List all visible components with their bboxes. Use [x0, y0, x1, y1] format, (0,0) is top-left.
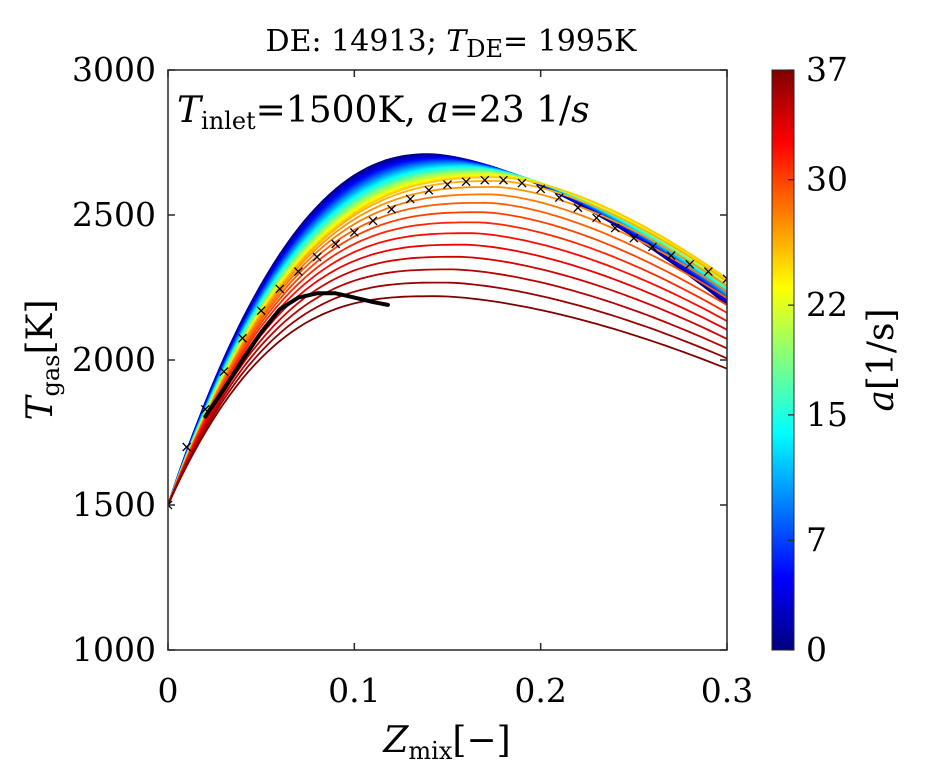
colorbar-tick-label: 37: [806, 50, 848, 89]
x-axis-label: Zmix[−]: [382, 720, 510, 765]
flamelet-curve: [168, 211, 727, 506]
data-point-marker: [387, 204, 397, 214]
flamelet-curve: [168, 268, 727, 506]
data-point-marker: [293, 267, 303, 277]
data-point-marker: [536, 184, 546, 194]
colorbar-label: a[1/s]: [861, 308, 902, 411]
flamelet-curve: [168, 295, 727, 506]
data-point-marker: [480, 175, 490, 185]
data-point-marker: [312, 252, 322, 262]
data-point-marker: [461, 177, 471, 187]
x-tick-label: 0.3: [701, 671, 753, 710]
flamelet-curve: [168, 186, 727, 506]
data-point-marker: [498, 175, 508, 185]
data-point-marker: [629, 233, 639, 243]
data-point-marker: [573, 203, 583, 213]
data-point-marker: [685, 259, 695, 269]
colorbar-tick-label: 15: [806, 395, 848, 434]
de-series-line: [203, 291, 390, 419]
data-point-marker: [349, 227, 359, 237]
data-point-marker: [592, 213, 602, 223]
y-tick-label: 2000: [72, 340, 156, 379]
data-point-marker: [610, 223, 620, 233]
data-point-marker: [219, 367, 229, 377]
series-layer: [168, 175, 727, 510]
data-point-marker: [168, 500, 173, 510]
data-point-marker: [238, 333, 247, 343]
flamelet-curve: [168, 221, 727, 506]
y-axis-label: Tgas[K]: [20, 300, 65, 421]
data-point-marker: [256, 306, 266, 316]
y-tick-label: 2500: [72, 195, 156, 234]
data-point-marker: [443, 180, 452, 190]
inlet-annotation: Tinlet=1500K, a=23 1/s: [177, 90, 590, 135]
data-point-marker: [405, 194, 415, 204]
chart-title: DE: 14913; TDE= 1995K: [266, 24, 637, 63]
colorbar: [771, 69, 795, 651]
flamelet-curves: [168, 153, 727, 506]
data-point-marker: [554, 193, 564, 203]
data-point-marker: [648, 242, 657, 252]
data-point-marker: [182, 442, 192, 452]
data-point-marker: [275, 284, 285, 294]
x-tick-label: 0: [158, 671, 179, 710]
colorbar-ticks: 0 7 15 22 30 37: [788, 50, 848, 669]
colorbar-tick-label: 22: [806, 285, 848, 324]
colorbar-tick-label: 0: [806, 630, 827, 669]
data-point-marker: [331, 239, 341, 249]
flamelet-curve: [168, 281, 727, 506]
colorbar-tick-label: 7: [806, 520, 827, 559]
y-axis: 1000 1500 2000 2500 3000: [72, 50, 727, 669]
x-tick-label: 0.2: [514, 671, 566, 710]
flamelet-curve: [168, 201, 727, 506]
data-point-marker: [703, 267, 713, 277]
data-point-marker: [517, 178, 527, 188]
data-point-marker: [424, 185, 434, 195]
y-tick-label: 1500: [72, 485, 156, 524]
data-point-marker: [722, 274, 727, 284]
x-tick-label: 0.1: [328, 671, 380, 710]
y-tick-label: 1000: [72, 630, 156, 669]
flamelet-curve: [168, 255, 727, 506]
data-point-marker: [368, 216, 378, 226]
y-tick-label: 3000: [72, 50, 156, 89]
data-point-marker: [666, 251, 676, 261]
x-axis: 0 0.1 0.2 0.3: [158, 70, 753, 710]
colorbar-tick-label: 30: [806, 160, 848, 199]
